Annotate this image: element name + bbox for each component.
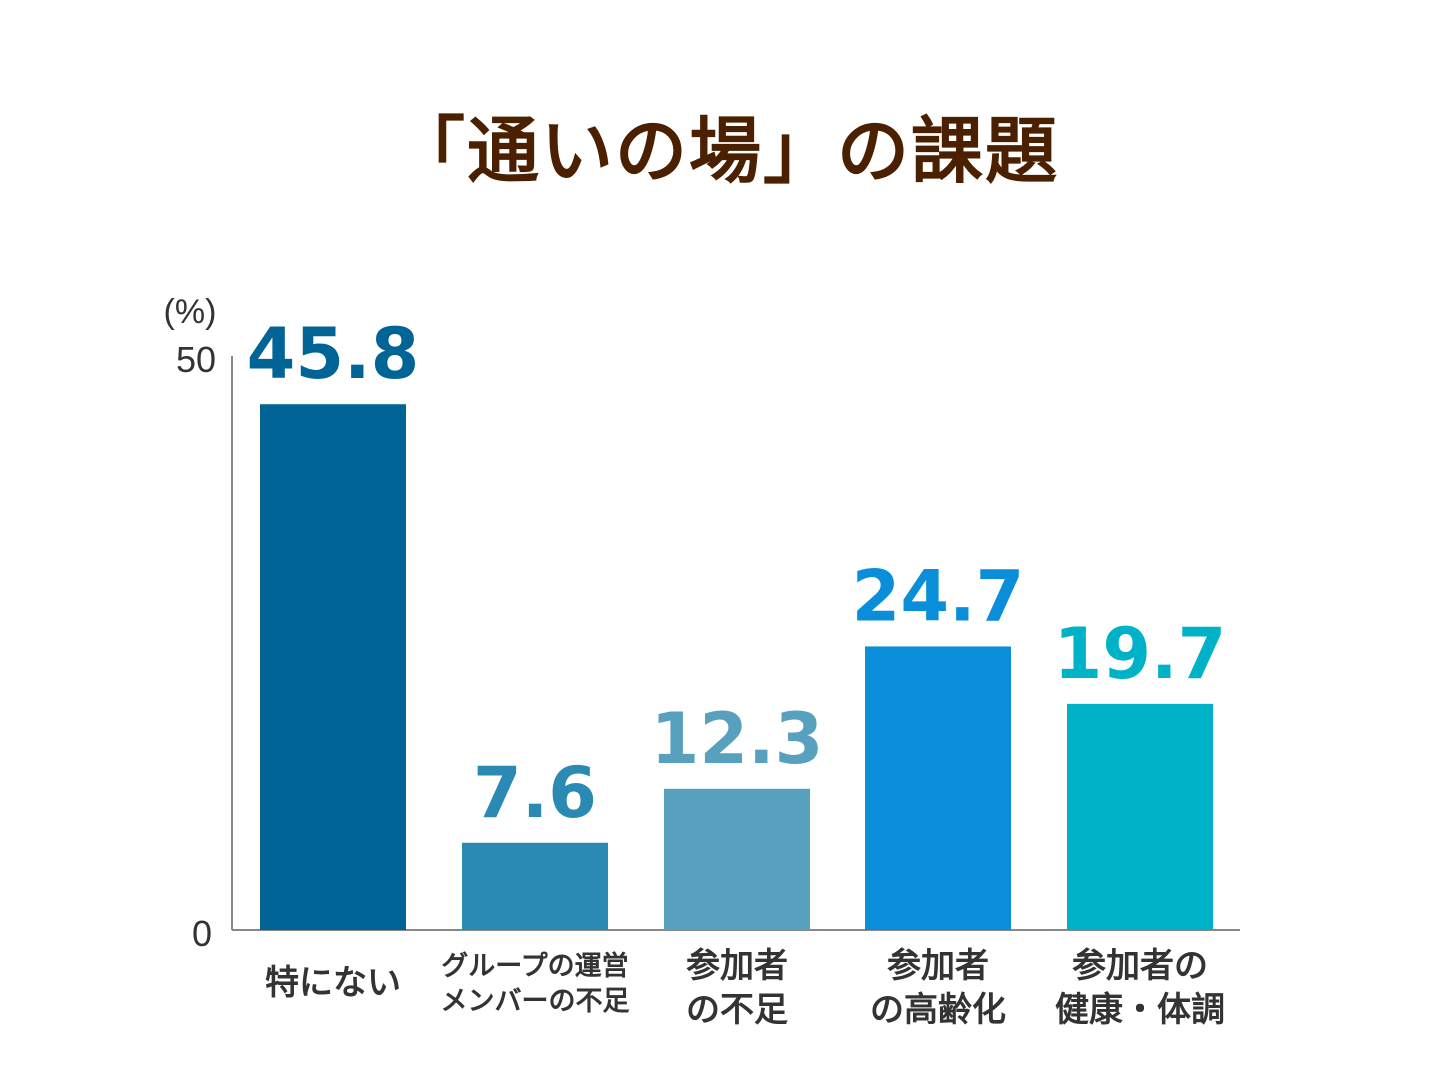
- category-label-4-line-2: の高齢化: [870, 990, 1006, 1030]
- value-label-4: 24.7: [852, 555, 1025, 637]
- bar-4: [865, 646, 1011, 930]
- y-axis-label: (%): [164, 293, 217, 331]
- category-label-3-line-2: の不足: [686, 990, 788, 1030]
- value-label-1: 45.8: [247, 313, 420, 395]
- category-label-5-line-1: 参加者の: [1072, 946, 1208, 986]
- value-label-5: 19.7: [1054, 613, 1227, 695]
- value-label-3: 12.3: [651, 698, 824, 780]
- category-label-5-line-2: 健康・体調: [1055, 990, 1225, 1030]
- category-label-4-line-1: 参加者: [887, 946, 989, 986]
- category-label-3-line-1: 参加者: [686, 946, 788, 986]
- category-label-2-line-1: グループの運営: [441, 950, 628, 982]
- y-tick-label-0: 0: [192, 913, 212, 954]
- bar-3: [664, 788, 810, 930]
- category-label-2-line-2: メンバーの不足: [441, 986, 630, 1017]
- y-tick-label-50: 50: [176, 339, 216, 380]
- chart-title: 「通いの場」の課題: [392, 109, 1059, 193]
- bar-1: [260, 404, 406, 930]
- category-label-1-line-1: 特にない: [265, 963, 401, 1003]
- value-label-2: 7.6: [473, 752, 597, 834]
- bar-2: [462, 842, 608, 930]
- bar-5: [1067, 703, 1213, 930]
